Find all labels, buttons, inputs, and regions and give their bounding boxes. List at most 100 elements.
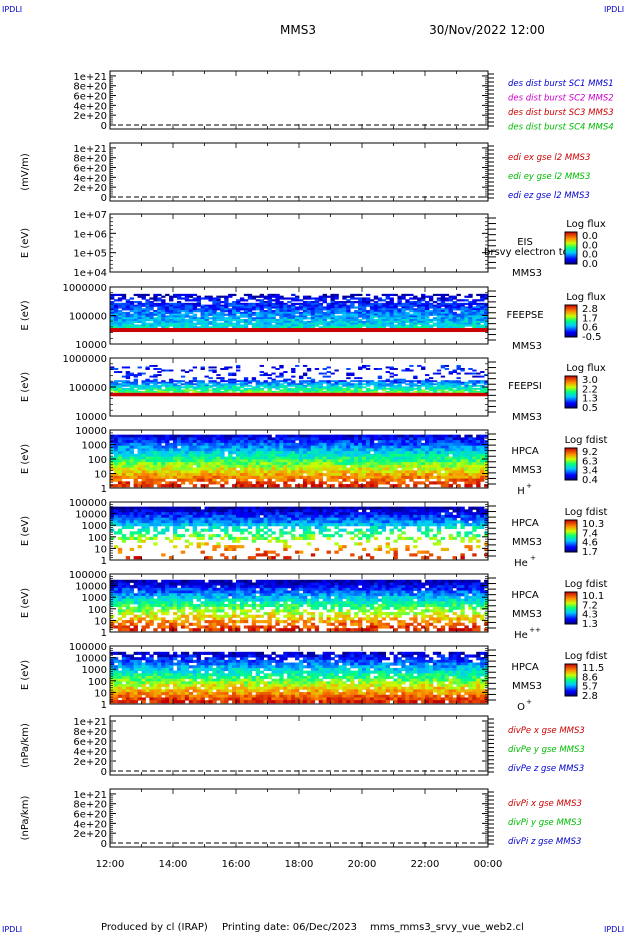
spectrogram-cell	[460, 369, 465, 372]
spectrogram-cell	[145, 462, 150, 466]
spectrogram-cell	[322, 311, 327, 315]
spectrogram-cell	[369, 470, 375, 474]
spectrogram-cell	[247, 297, 253, 300]
spectrogram-cell	[452, 319, 457, 322]
spectrogram-cell	[365, 456, 371, 460]
spectrogram-cell	[318, 384, 324, 387]
spectrogram-cell	[180, 306, 186, 309]
spectrogram-cell	[381, 326, 387, 329]
spectrogram-cell	[110, 320, 115, 324]
spectrogram-cell	[180, 523, 186, 527]
spectrogram-cell	[149, 324, 154, 327]
spectrogram-cell	[188, 459, 194, 463]
spectrogram-cell	[405, 445, 410, 449]
spectrogram-cell	[165, 319, 170, 322]
spectrogram-cell	[208, 322, 213, 325]
spectrogram-cell	[228, 475, 233, 479]
spectrogram-cell	[456, 473, 461, 477]
spectrogram-cell	[342, 442, 347, 447]
spectrogram-cell	[299, 473, 304, 477]
spectrogram-cell	[291, 293, 296, 297]
spectrogram-cell	[239, 467, 245, 471]
spectrogram-cell	[417, 381, 422, 384]
spectrogram-cell	[216, 374, 221, 377]
spectrogram-cell	[306, 448, 312, 452]
spectrogram-cell	[267, 297, 272, 300]
spectrogram-cell	[369, 380, 375, 383]
spectrogram-cell	[184, 299, 190, 302]
spectrogram-cell	[350, 295, 355, 298]
spectrogram-cell	[173, 383, 178, 386]
spectrogram-cell	[464, 456, 469, 460]
spectrogram-cell	[184, 467, 190, 471]
spectrogram-cell	[161, 445, 166, 449]
spectrogram-cell	[413, 481, 418, 485]
spectrogram-cell	[484, 434, 489, 438]
spectrogram-cell	[113, 520, 119, 524]
spectrogram-cell	[255, 451, 261, 455]
spectrogram-cell	[413, 315, 418, 318]
spectrogram-cell	[350, 445, 355, 449]
spectrogram-cell	[271, 445, 276, 449]
spectrogram-cell	[283, 320, 288, 324]
spectrogram-cell	[358, 308, 363, 311]
spectrogram-cell	[287, 326, 292, 329]
spectrogram-cell	[476, 456, 481, 460]
spectrogram-cell	[381, 475, 387, 479]
spectrogram-cell	[346, 453, 351, 458]
spectrogram-cell	[176, 484, 182, 488]
spectrogram-cell	[338, 481, 343, 485]
spectrogram-cell	[421, 448, 426, 452]
spectrogram-cell	[330, 475, 335, 479]
spectrogram-cell	[464, 383, 469, 386]
spectrogram-cell	[365, 389, 371, 392]
spectrogram-cell	[153, 453, 158, 458]
spectrogram-cell	[110, 520, 115, 524]
spectrogram-cell	[306, 442, 312, 447]
spectrogram-cell	[436, 448, 442, 452]
spectrogram-cell	[279, 326, 284, 329]
spectrogram-cell	[318, 299, 324, 302]
spectrogram-cell	[318, 442, 324, 447]
spectrogram-cell	[472, 326, 477, 329]
spectrogram-cell	[338, 434, 343, 438]
spectrogram-cell	[362, 297, 367, 300]
spectrogram-cell	[381, 308, 387, 311]
spectrogram-cell	[200, 366, 205, 369]
spectrogram-cell	[232, 484, 237, 488]
spectrogram-cell	[397, 380, 402, 383]
spectrogram-cell	[421, 311, 426, 315]
spectrogram-cell	[334, 459, 339, 463]
spectrogram-cell	[110, 456, 115, 460]
spectrogram-cell	[145, 525, 150, 530]
spectrogram-cell	[436, 322, 442, 325]
spectrogram-cell	[295, 448, 300, 452]
spectrogram-cell	[397, 384, 402, 387]
spectrogram-cell	[385, 308, 390, 311]
spectrogram-cell	[255, 306, 261, 309]
spectrogram-cell	[330, 453, 335, 458]
spectrogram-cell	[306, 473, 312, 477]
spectrogram-cell	[287, 442, 292, 447]
spectrogram-cell	[456, 372, 461, 375]
spectrogram-cell	[165, 506, 170, 510]
spectrogram-cell	[334, 319, 339, 322]
spectrogram-cell	[397, 381, 402, 384]
y-tick-label: 100000	[69, 383, 107, 394]
spectrogram-cell	[330, 386, 335, 389]
spectrogram-cell	[188, 481, 194, 485]
spectrogram-cell	[271, 437, 276, 441]
spectrogram-cell	[476, 459, 481, 463]
spectrogram-cell	[271, 320, 276, 324]
spectrogram-cell	[212, 322, 217, 325]
spectrogram-cell	[184, 514, 190, 519]
spectrogram-cell	[354, 384, 359, 387]
spectrogram-cell	[113, 484, 119, 488]
spectrogram-cell	[267, 383, 272, 386]
spectrogram-cell	[291, 387, 296, 390]
spectrogram-cell	[440, 451, 446, 455]
spectrogram-cell	[251, 295, 257, 298]
spectrogram-cell	[436, 442, 442, 447]
spectrogram-cell	[381, 384, 387, 387]
spectrogram-cell	[385, 440, 390, 444]
